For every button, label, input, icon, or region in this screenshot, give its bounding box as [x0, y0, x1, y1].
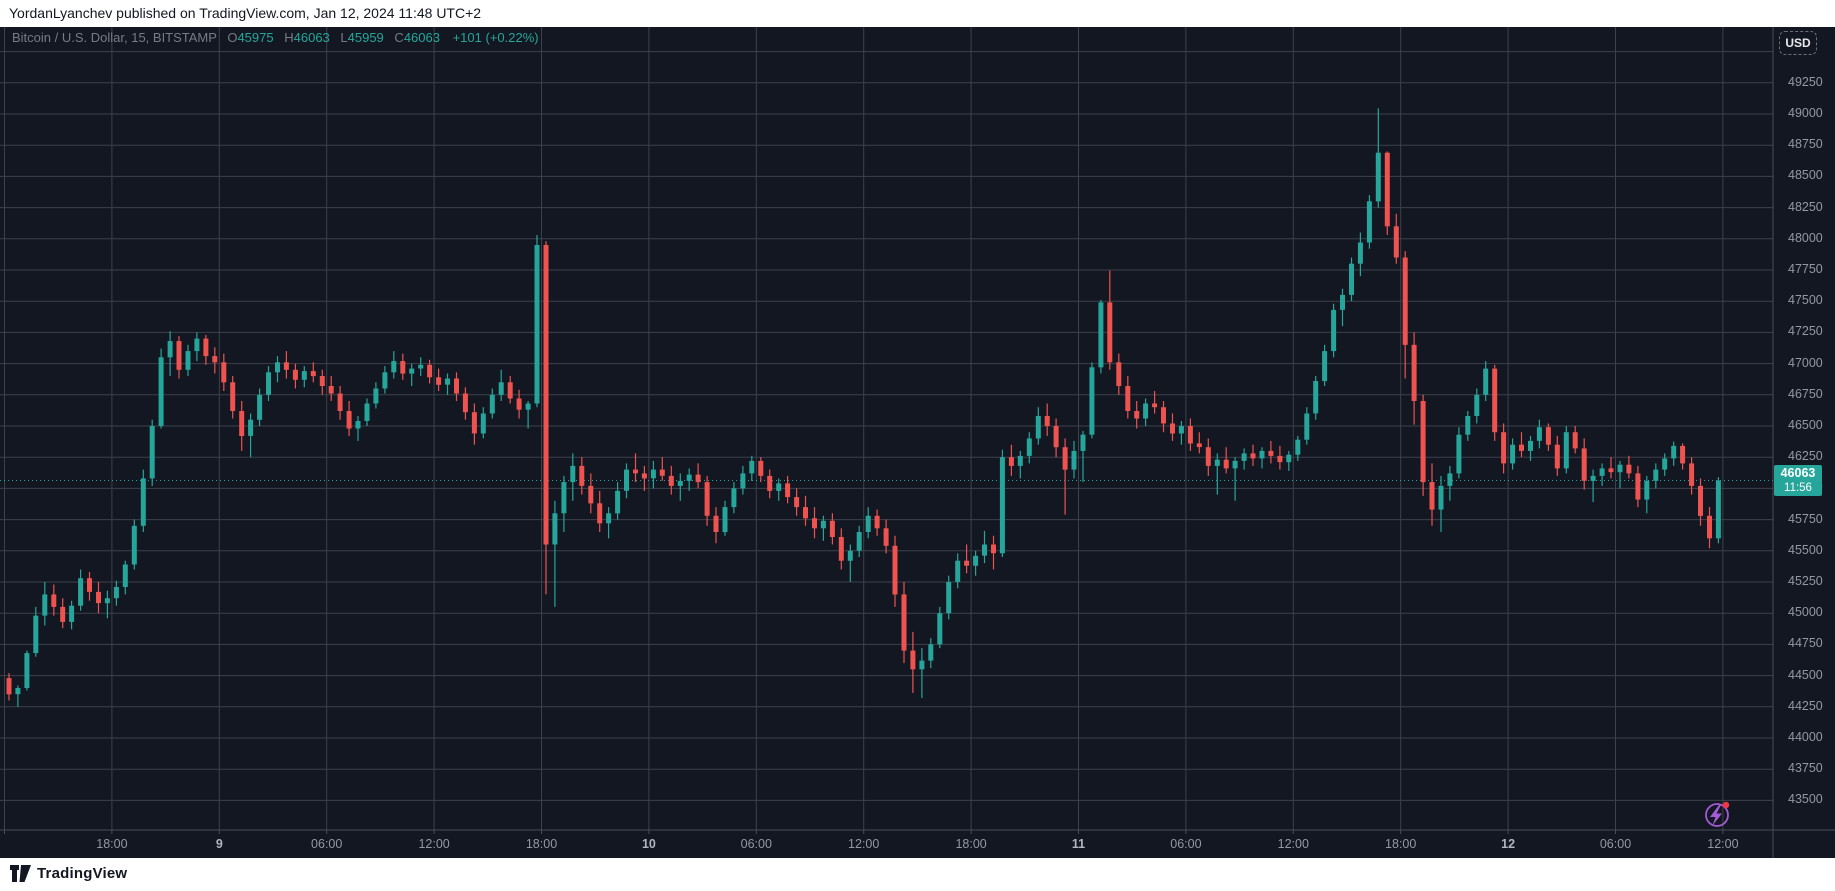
price-tick-label: 45250 [1788, 574, 1823, 588]
tradingview-logo[interactable]: TradingView [10, 865, 127, 882]
price-tick-label: 46500 [1788, 418, 1823, 432]
currency-toggle-button[interactable]: USD [1779, 31, 1817, 55]
time-tick-label: 12:00 [1277, 837, 1309, 851]
price-tick-label: 49250 [1788, 74, 1823, 89]
time-tick-label: 06:00 [1170, 837, 1202, 851]
price-tick-label: 44250 [1788, 698, 1823, 713]
time-tick-label: 12:00 [418, 837, 450, 851]
price-tick-label: 45750 [1788, 511, 1823, 526]
price-tick-label: 48750 [1788, 137, 1823, 152]
price-tick-label: 46750 [1788, 386, 1823, 401]
publish-info-bar: YordanLyanchev published on TradingView.… [0, 0, 1835, 27]
price-tick-label: 49000 [1788, 106, 1823, 120]
open-label: O [227, 30, 238, 45]
price-tick-label: 46250 [1788, 449, 1823, 464]
last-price-badge: 46063 11:56 [1774, 465, 1822, 496]
chart-area: Bitcoin / U.S. Dollar, 15, BITSTAMP O459… [0, 27, 1835, 858]
symbol-title: Bitcoin / U.S. Dollar, 15, BITSTAMP [12, 30, 217, 45]
time-tick-label: 12:00 [848, 837, 880, 851]
time-tick-label: 18:00 [525, 837, 558, 851]
time-tick-label: 11 [1071, 837, 1086, 851]
price-tick-label: 44750 [1788, 636, 1823, 651]
time-tick-label: 06:00 [1599, 837, 1632, 851]
reaction-bolt-icon[interactable] [1705, 801, 1730, 827]
time-tick-label: 10 [641, 837, 656, 851]
price-tick-label: 47750 [1788, 262, 1823, 276]
symbol-legend: Bitcoin / U.S. Dollar, 15, BITSTAMP O459… [12, 30, 539, 45]
low-label: L [340, 30, 348, 45]
time-tick-label: 12:00 [1707, 837, 1739, 851]
price-tick-label: 48500 [1788, 168, 1823, 183]
price-tick-label: 47250 [1788, 324, 1823, 339]
chart-canvas[interactable] [0, 27, 1835, 858]
publish-info-text: YordanLyanchev published on TradingView.… [9, 5, 482, 21]
time-tick-label: 06:00 [740, 837, 772, 851]
open-value: 45975 [237, 30, 274, 45]
time-tick-label: 06:00 [311, 837, 343, 851]
time-tick-label: 18:00 [1385, 837, 1417, 851]
high-label: H [284, 30, 294, 45]
price-tick-label: 44500 [1788, 667, 1823, 682]
price-tick-label: 48250 [1788, 199, 1823, 214]
high-value: 46063 [293, 30, 330, 45]
low-value: 45959 [347, 30, 384, 45]
time-tick-label: 9 [215, 837, 223, 851]
price-tick-label: 47500 [1788, 293, 1823, 308]
time-tick-label: 18:00 [96, 837, 128, 851]
price-tick-label: 45500 [1788, 542, 1823, 557]
last-price-time: 11:56 [1784, 482, 1812, 494]
tradingview-logo-icon [10, 865, 31, 882]
time-tick-label: 12 [1501, 837, 1516, 851]
last-price-value: 46063 [1780, 466, 1816, 480]
tradingview-logo-text: TradingView [37, 865, 128, 882]
price-tick-label: 47000 [1788, 355, 1823, 370]
close-label: C [394, 30, 404, 45]
price-tick-label: 43750 [1788, 761, 1823, 776]
close-value: 46063 [403, 30, 440, 45]
price-tick-label: 43500 [1788, 792, 1823, 807]
footer-bar: TradingView [0, 858, 1835, 891]
change-value: +101 (+0.22%) [452, 30, 539, 45]
price-tick-label: 45000 [1788, 605, 1823, 620]
price-tick-label: 48000 [1788, 230, 1823, 245]
price-tick-label: 44000 [1788, 730, 1823, 744]
time-tick-label: 18:00 [955, 837, 987, 851]
